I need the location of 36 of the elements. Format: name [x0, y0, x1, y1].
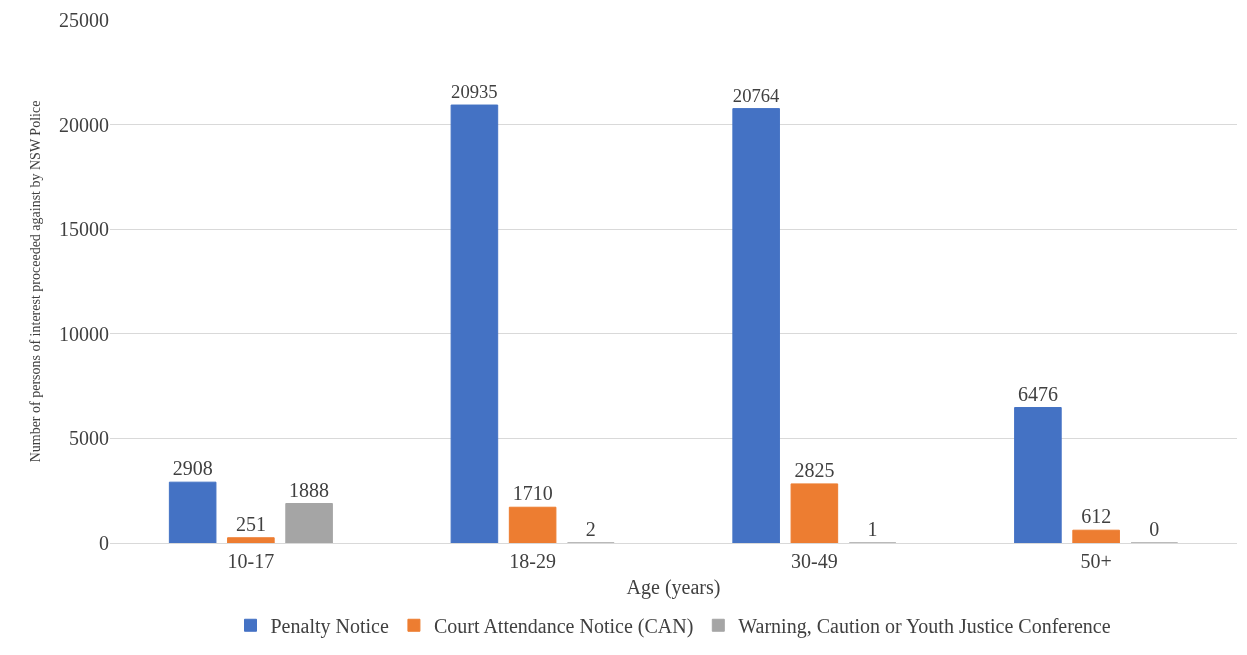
y-tick-label: 20000 — [59, 113, 109, 136]
y-tick-label: 10000 — [59, 322, 109, 345]
data-label: 20764 — [732, 84, 781, 106]
data-label: 1888 — [289, 478, 330, 501]
x-tick-label: 18-29 — [509, 550, 556, 572]
x-tick-label: 50+ — [1080, 550, 1112, 572]
legend-label: Penalty Notice — [270, 615, 389, 639]
y-tick-label: 0 — [99, 532, 109, 554]
data-label: 1 — [867, 517, 878, 540]
bar — [450, 104, 499, 543]
bar — [790, 483, 839, 543]
bar — [1014, 407, 1062, 543]
bar — [732, 108, 780, 543]
data-label: 6476 — [1017, 382, 1058, 405]
bar — [227, 537, 275, 543]
x-axis-title: Age (years) — [626, 575, 721, 599]
legend-label: Court Attendance Notice (CAN) — [433, 615, 694, 639]
x-tick-label: 30-49 — [791, 550, 838, 572]
y-axis-title: Number of persons of interest proceeded against by NSW Police — [27, 100, 43, 463]
data-label: 612 — [1081, 505, 1112, 528]
bar — [508, 506, 557, 543]
y-tick-label: 25000 — [59, 9, 109, 31]
legend-label: Warning, Caution or Youth Justice Conference — [738, 615, 1111, 639]
data-label: 2908 — [172, 457, 213, 480]
bar — [285, 503, 333, 543]
data-label: 2 — [585, 517, 596, 540]
x-tick-label: 10-17 — [227, 550, 275, 572]
data-label: 251 — [235, 512, 266, 535]
data-label: 20935 — [451, 81, 498, 103]
bar — [1072, 529, 1120, 543]
data-label: 1710 — [512, 482, 553, 505]
data-label: 0 — [1149, 518, 1160, 540]
y-tick-label: 15000 — [59, 218, 109, 241]
data-label: 2825 — [794, 458, 835, 481]
bar — [168, 481, 217, 543]
y-tick-label: 5000 — [69, 427, 109, 450]
